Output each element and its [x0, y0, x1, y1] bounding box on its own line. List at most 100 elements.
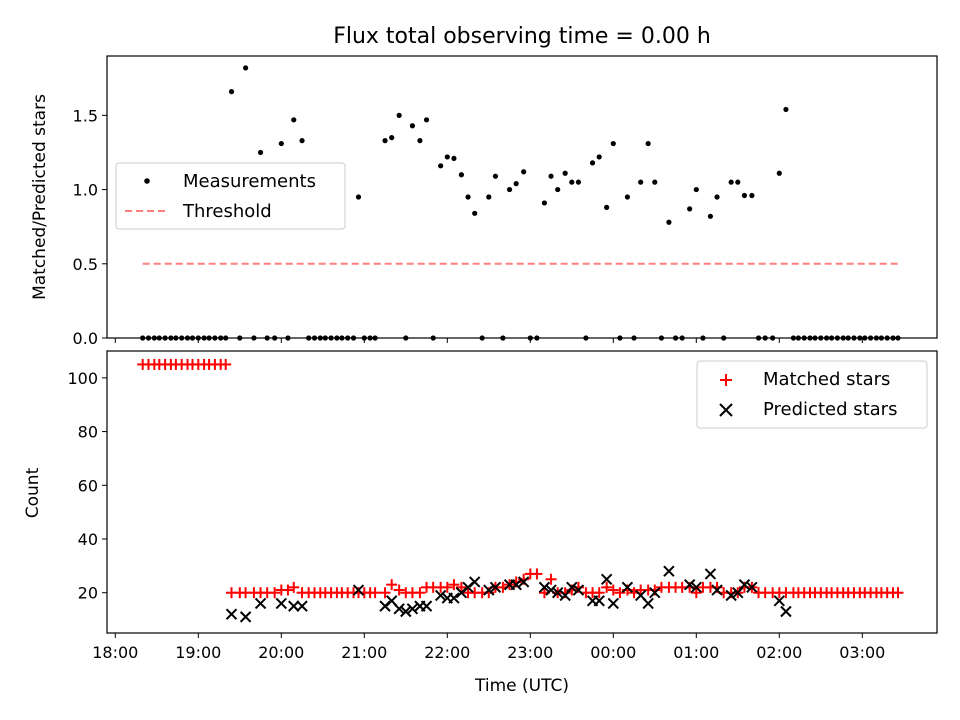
- measurement-point: [741, 192, 748, 199]
- measurement-point: [409, 123, 416, 129]
- predicted-star-point: [725, 589, 737, 602]
- predicted-star-point: [406, 603, 419, 615]
- legend-predicted-marker: [719, 403, 733, 417]
- predicted-star-point: [483, 584, 495, 596]
- measurement-point: [749, 192, 755, 199]
- measurement-point: [776, 170, 782, 176]
- predicted-star-point: [649, 587, 661, 599]
- predicted-star-point: [572, 584, 585, 596]
- x-tick-label: 21:00: [341, 643, 387, 662]
- matched-star-point: [386, 579, 398, 591]
- predicted-star-point: [296, 600, 308, 612]
- bottom-y-axis-label: Count: [23, 467, 43, 518]
- measurement-point: [638, 179, 644, 185]
- top-y-tick-label: 1.0: [73, 181, 98, 200]
- measurement-point: [541, 200, 548, 206]
- measurement-point: [228, 89, 235, 95]
- measurement-point: [492, 173, 499, 179]
- predicted-star-point: [538, 581, 551, 594]
- measurement-point: [257, 149, 264, 156]
- measurement-point: [382, 138, 388, 144]
- matched-star-point: [614, 587, 626, 599]
- measurement-point: [417, 138, 423, 144]
- predicted-star-point: [683, 578, 696, 591]
- predicted-star-point: [434, 589, 447, 602]
- measurement-point: [693, 186, 699, 193]
- matched-star-point: [269, 587, 281, 599]
- predicted-star-point: [704, 568, 717, 580]
- measurement-point: [604, 204, 610, 210]
- top-y-tick-label: 0.5: [73, 255, 98, 274]
- top-legend: Measurements Threshold: [115, 162, 346, 230]
- measurement-point: [291, 117, 297, 123]
- top-legend-box: [115, 162, 346, 230]
- predicted-star-point: [566, 581, 578, 594]
- measurement-point: [783, 106, 789, 113]
- x-tick-label: 02:00: [756, 643, 802, 662]
- x-tick-label: 22:00: [424, 643, 470, 662]
- measurement-point: [278, 140, 284, 147]
- measurement-point: [486, 194, 492, 200]
- x-tick-label: 01:00: [673, 643, 719, 662]
- x-tick-label: 20:00: [258, 643, 304, 662]
- measurement-point: [299, 138, 305, 144]
- measurement-point: [735, 179, 741, 185]
- predicted-star-point: [517, 576, 530, 588]
- legend-predicted-label: Predicted stars: [763, 399, 897, 420]
- matched-star-point: [892, 587, 904, 599]
- measurement-point: [451, 155, 457, 162]
- legend-matched-marker: [720, 374, 732, 386]
- top-y-axis-label: Matched/Predicted stars: [30, 94, 50, 300]
- x-tick-label: 23:00: [507, 643, 553, 662]
- x-tick-label: 19:00: [175, 643, 221, 662]
- legend-matched-label: Matched stars: [763, 369, 890, 390]
- predicted-star-point: [288, 600, 300, 612]
- matched-star-point: [369, 587, 381, 599]
- measurement-point: [521, 169, 527, 175]
- predicted-star-point: [732, 587, 744, 599]
- top-y-tick-label: 1.5: [73, 106, 98, 125]
- predicted-star-point: [254, 597, 267, 610]
- measurement-point: [569, 179, 575, 185]
- predicted-star-point: [448, 592, 460, 604]
- measurement-point: [610, 140, 616, 147]
- predicted-star-point: [393, 603, 405, 615]
- matched-star-point: [448, 579, 460, 591]
- measurement-point: [465, 194, 471, 200]
- matched-star-point: [282, 584, 294, 596]
- bottom-plot-frame: [106, 350, 938, 634]
- measurement-point: [548, 173, 554, 179]
- x-tick-label: 00:00: [590, 643, 636, 662]
- bottom-y-tick-label: 40: [78, 530, 98, 549]
- measurement-point: [389, 135, 395, 141]
- bottom-y-tick-label: 100: [67, 369, 98, 388]
- predicted-star-point: [642, 597, 654, 610]
- measurement-point: [243, 65, 249, 71]
- chart-title: Flux total observing time = 0.00 h: [333, 24, 711, 49]
- measurement-point: [596, 154, 602, 160]
- measurement-point: [355, 194, 362, 200]
- x-axis-label: Time (UTC): [474, 676, 569, 696]
- measurement-point: [707, 213, 714, 219]
- predicted-star-point: [621, 581, 634, 594]
- measurement-point: [555, 186, 561, 193]
- measurement-point: [458, 172, 465, 178]
- measurement-point: [575, 179, 582, 185]
- matched-star-point: [220, 358, 232, 370]
- legend-measurements-label: Measurements: [183, 171, 316, 192]
- matched-star-point: [455, 581, 467, 593]
- predicted-star-point: [738, 578, 751, 591]
- matched-star-point: [690, 587, 702, 599]
- matched-star-point: [607, 584, 619, 596]
- bottom-legend-box: [696, 360, 928, 429]
- measurement-point: [666, 219, 672, 225]
- matched-star-point: [441, 581, 453, 593]
- predicted-star-point: [468, 576, 481, 588]
- x-tick-label: 03:00: [839, 643, 885, 662]
- predicted-star-point: [400, 605, 412, 618]
- predicted-star-point: [225, 608, 238, 620]
- measurement-point: [513, 181, 519, 187]
- measurement-point: [728, 179, 734, 185]
- predicted-star-point: [690, 581, 703, 594]
- predicted-star-point: [746, 581, 758, 594]
